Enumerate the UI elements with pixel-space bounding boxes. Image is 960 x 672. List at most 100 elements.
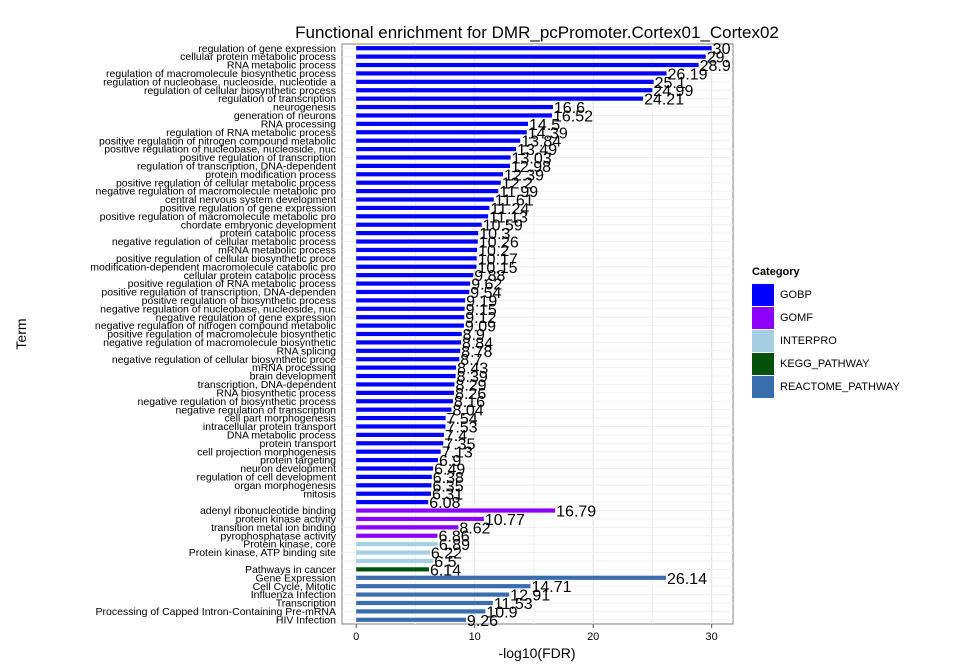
x-tick-label: 30 [706,631,718,643]
value-label: 6.08 [429,495,460,512]
term-label: positive regulation of cellular metaboli… [116,177,336,189]
term-label: negative regulation of cellular biosynth… [112,354,336,366]
bar [356,46,712,51]
value-label: 25.1 [655,75,686,92]
value-label: 14.71 [532,579,572,596]
bar [356,88,653,93]
legend-title: Category [752,266,800,278]
value-labels: 3029.28.926.1925.124.9924.2116.616.5214.… [429,41,731,630]
term-label: cell projection morphogenesis [197,446,336,458]
term-label: RNA processing [261,118,336,130]
term-label: Pathways in cancer [245,564,337,576]
term-label: cellular protein metabolic process [180,51,336,63]
term-label: Transcription [276,598,336,610]
term-label: Processing of Capped Intron-Containing P… [96,606,336,618]
bar [356,130,527,135]
bar [356,441,444,446]
bar [356,584,531,589]
bar [356,415,446,421]
value-label: 6.5 [434,554,456,571]
bar [356,491,431,496]
value-label: 24.99 [653,83,693,100]
value-label: 7.4 [445,428,467,445]
bar [356,155,511,160]
term-label: negative regulation of transcription [175,404,336,416]
bar [356,71,667,76]
bar [356,365,457,370]
value-label: 8.26 [455,386,486,403]
bar [356,357,460,362]
value-label: 6.9 [439,453,461,470]
value-label: 8.84 [462,335,493,352]
value-label: 16.6 [554,100,585,117]
term-label: neurogenesis [273,102,336,114]
term-label: positive regulation of macromolecule bio… [107,329,336,341]
term-label: neuron development [240,463,336,475]
bar [356,457,438,463]
legend-item: GOMF [752,306,900,329]
bar [356,567,429,572]
legend-item: KEGG_PATHWAY [752,352,900,375]
value-label: 12.39 [504,167,544,184]
value-label: 9.09 [465,319,496,336]
bar [356,516,484,522]
chart-title: Functional enrichment for DMR_pcPromoter… [295,23,779,42]
bar [356,407,452,412]
value-label: 13.84 [521,134,561,151]
bar [356,172,504,177]
value-label: 13.49 [517,142,557,159]
legend-swatch [752,329,774,352]
legend-items: GOBP GOMF INTERPRO KEGG_PATHWAY REACTOME_PAT… [752,283,900,398]
value-label: 11.13 [489,209,528,226]
bar [356,432,444,437]
term-label: regulation of cellular biosynthetic proc… [144,85,336,97]
bar [356,281,471,286]
value-label: 8.29 [455,377,486,394]
bar [356,340,461,345]
term-label: mRNA processing [252,362,336,374]
bar [356,239,478,244]
value-label: 11.61 [495,193,534,210]
term-label: negative regulation of nucleobase, nucle… [100,303,336,315]
bar [356,264,477,269]
term-label: Protein kinase, ATP binding site [189,547,336,559]
bar [356,500,429,505]
bar [356,508,556,513]
term-label: generation of neurons [234,110,336,122]
term-label: protein kinase activity [236,514,337,526]
bar [356,533,438,538]
bar [356,558,434,564]
bar [356,205,490,211]
bar [356,62,699,68]
term-label: negative regulation of gene expression [156,312,337,324]
term-label: mRNA metabolic process [218,245,336,257]
value-label: 9.88 [474,268,505,285]
term-label: negative regulation of macromolecule bio… [103,337,336,349]
value-label: 14.5 [529,117,560,134]
value-label: 6.14 [430,562,461,579]
term-label: positive regulation of transcription [180,152,337,164]
value-label: 9.62 [471,277,502,294]
bar [356,189,499,194]
term-label: positive regulation of macromolecule met… [100,211,337,223]
value-label: 8.62 [459,520,490,537]
legend-item: REACTOME_PATHWAY [752,375,900,398]
value-label: 6.31 [432,487,463,504]
x-tick-label: 10 [469,631,481,643]
term-label: protein transport [260,438,337,450]
bar [356,138,521,143]
legend-swatch [752,306,774,329]
value-label: 16.79 [556,504,596,521]
term-label: cell part morphogenesis [225,413,336,425]
value-label: 28.9 [700,58,731,75]
bar [356,121,529,126]
term-label: negative regulation of biosynthetic proc… [138,396,336,408]
term-label: protein catabolic process [220,228,336,240]
y-axis-label: Term [13,318,29,349]
value-label: 6.89 [439,537,470,554]
bar [356,609,486,614]
bar [356,146,517,152]
bar [356,483,432,488]
term-label: positive regulation of biosynthetic proc… [142,295,336,307]
